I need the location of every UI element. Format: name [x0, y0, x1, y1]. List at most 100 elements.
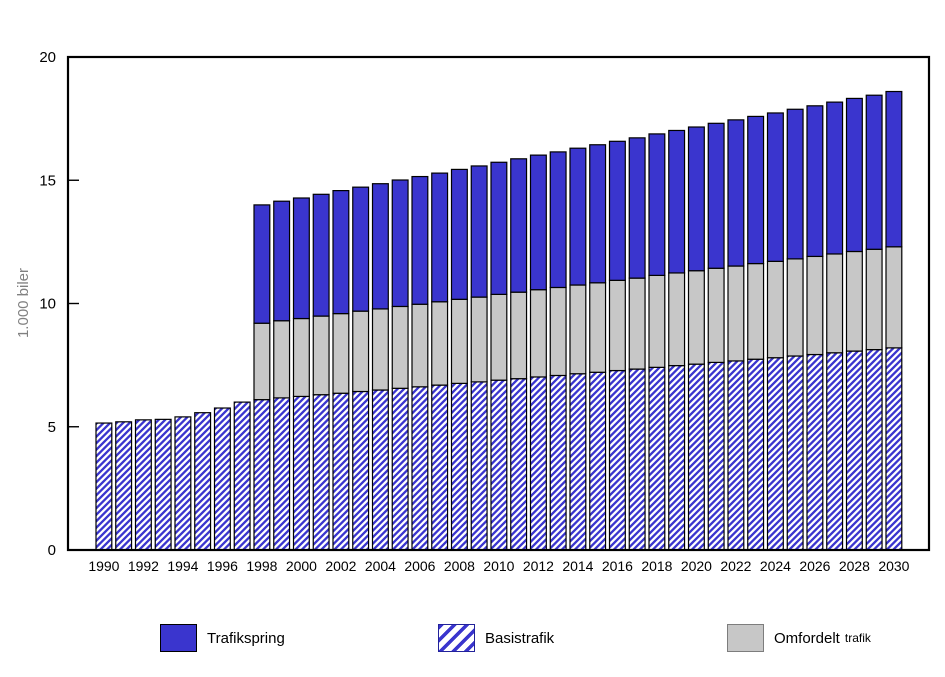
bar-segment-basistrafik	[510, 378, 528, 551]
bar-segment-omfordelt-trafik	[529, 289, 547, 378]
bar-segment-omfordelt-trafik	[273, 320, 291, 399]
y-axis-title: 1.000 biler	[15, 268, 32, 338]
bar-segment-omfordelt-trafik	[490, 293, 508, 381]
y-tick-label: 15	[39, 172, 56, 189]
bar-segment-omfordelt-trafik	[845, 250, 863, 352]
bar-segment-basistrafik	[154, 418, 172, 551]
x-tick-label: 2002	[325, 558, 356, 574]
bar-segment-trafikspring	[786, 108, 804, 260]
bar-segment-omfordelt-trafik	[470, 296, 488, 383]
stacked-bar-chart: 0 5 10 15 20 1990 1992 1994 1996 1998 2000 2002 2004…	[15, 49, 931, 574]
bar-segment-basistrafik	[332, 392, 350, 551]
bar-segment-trafikspring	[826, 101, 844, 255]
bar-segment-basistrafik	[134, 419, 152, 551]
bar-segment-trafikspring	[727, 119, 745, 267]
bar-segment-trafikspring	[549, 151, 567, 289]
bar-segment-omfordelt-trafik	[885, 246, 903, 349]
bar-segment-trafikspring	[312, 193, 330, 317]
x-tick-label: 2018	[641, 558, 672, 574]
legend-label-omfordelt-small: trafik	[844, 631, 871, 645]
legend-label-omfordelt: Omfordelt	[774, 629, 840, 647]
x-tick-label: 2024	[760, 558, 791, 574]
y-tick-label: 5	[48, 419, 56, 436]
bar-segment-trafikspring	[352, 186, 370, 312]
x-tick-label: 2026	[799, 558, 830, 574]
bar-segment-trafikspring	[273, 200, 291, 322]
bar-segment-omfordelt-trafik	[411, 303, 429, 388]
bar-segment-basistrafik	[253, 399, 271, 551]
x-tick-label: 2014	[562, 558, 593, 574]
bar-segment-trafikspring	[766, 112, 784, 262]
bar-segment-trafikspring	[628, 137, 646, 279]
bar-segment-omfordelt-trafik	[391, 305, 409, 389]
bar-segment-basistrafik	[707, 361, 725, 551]
bar-segment-basistrafik	[845, 350, 863, 551]
bar-segment-trafikspring	[292, 197, 310, 320]
bar-segment-basistrafik	[371, 389, 389, 551]
bar-segment-trafikspring	[707, 122, 725, 269]
bar-segment-basistrafik	[865, 349, 883, 551]
x-tick-label: 2012	[523, 558, 554, 574]
bar-segment-trafikspring	[648, 133, 666, 277]
bar-segment-basistrafik	[569, 373, 587, 551]
bar-segment-basistrafik	[194, 412, 212, 551]
x-tick-label: 2006	[404, 558, 435, 574]
bar-segment-omfordelt-trafik	[549, 286, 567, 377]
bar-segment-basistrafik	[806, 353, 824, 551]
bar-segment-trafikspring	[391, 179, 409, 308]
legend-label-trafikspring: Trafikspring	[207, 629, 285, 647]
bar-segment-basistrafik	[273, 397, 291, 551]
bar-segment-trafikspring	[569, 147, 587, 286]
bar-segment-basistrafik	[668, 365, 686, 551]
bar-segment-trafikspring	[668, 129, 686, 274]
bar-segment-basistrafik	[648, 366, 666, 551]
bar-segment-omfordelt-trafik	[312, 315, 330, 396]
bar-segment-omfordelt-trafik	[687, 270, 705, 365]
bar-segment-omfordelt-trafik	[253, 322, 271, 401]
chart-legend: Trafikspring Basistrafik Omfordelt trafi…	[0, 612, 945, 672]
legend-swatch-omfordelt-trafik	[727, 624, 764, 652]
legend-swatch-trafikspring	[160, 624, 197, 652]
bar-segment-omfordelt-trafik	[786, 258, 804, 357]
legend-item-basistrafik: Basistrafik	[438, 624, 554, 652]
bar-segment-basistrafik	[470, 381, 488, 551]
x-tick-label: 2020	[681, 558, 712, 574]
bar-segment-trafikspring	[529, 154, 547, 291]
bar-segment-omfordelt-trafik	[292, 317, 310, 398]
bar-segment-basistrafik	[411, 386, 429, 551]
bar-segment-omfordelt-trafik	[826, 253, 844, 354]
bar-segment-omfordelt-trafik	[766, 260, 784, 359]
bar-segment-basistrafik	[174, 416, 192, 551]
legend-label-basistrafik: Basistrafik	[485, 629, 555, 647]
bar-segment-basistrafik	[292, 395, 310, 551]
bar-segment-trafikspring	[806, 105, 824, 258]
bar-segment-basistrafik	[391, 387, 409, 551]
bar-segment-basistrafik	[233, 401, 251, 551]
bar-segment-trafikspring	[450, 168, 468, 300]
bar-segment-trafikspring	[371, 183, 389, 310]
bar-segment-basistrafik	[312, 394, 330, 551]
x-tick-label: 2030	[878, 558, 909, 574]
bar-segment-omfordelt-trafik	[806, 255, 824, 356]
bar-segment-trafikspring	[332, 190, 350, 315]
bar-segment-basistrafik	[747, 358, 765, 551]
bar-segment-trafikspring	[510, 158, 528, 293]
x-tick-label: 1996	[207, 558, 238, 574]
bar-segment-omfordelt-trafik	[450, 298, 468, 384]
bar-segment-basistrafik	[766, 357, 784, 551]
bar-segment-omfordelt-trafik	[608, 279, 626, 372]
bar-segment-basistrafik	[431, 384, 449, 551]
bar-segment-omfordelt-trafik	[668, 272, 686, 367]
x-tick-label: 1994	[167, 558, 198, 574]
x-tick-label: 2004	[365, 558, 396, 574]
bar-segment-omfordelt-trafik	[628, 277, 646, 370]
bar-segment-omfordelt-trafik	[371, 308, 389, 391]
bar-segment-trafikspring	[411, 175, 429, 305]
bar-segment-omfordelt-trafik	[510, 291, 528, 380]
bar-segment-omfordelt-trafik	[648, 274, 666, 368]
bar-segment-omfordelt-trafik	[589, 282, 607, 373]
bar-segment-trafikspring	[431, 172, 449, 303]
bar-segment-basistrafik	[352, 390, 370, 551]
bar-segment-basistrafik	[786, 355, 804, 551]
bar-segment-trafikspring	[845, 97, 863, 253]
